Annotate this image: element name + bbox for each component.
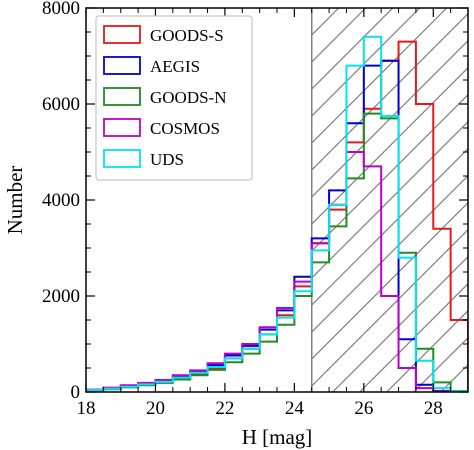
x-axis-label: H [mag] bbox=[242, 425, 313, 449]
legend-swatch-cosmos bbox=[103, 118, 141, 137]
y-tick-label: 4000 bbox=[42, 190, 80, 211]
series-uds-histogram bbox=[86, 35, 468, 392]
legend-swatch-goods-s bbox=[103, 25, 141, 44]
legend-label-aegis: AEGIS bbox=[150, 57, 200, 76]
hatch-lines bbox=[311, 8, 468, 392]
y-tick-label: 6000 bbox=[42, 94, 80, 115]
y-axis-label: Number bbox=[3, 166, 27, 235]
legend-swatch-uds bbox=[103, 149, 141, 168]
x-tick-label: 18 bbox=[77, 398, 96, 419]
hatched-region bbox=[310, 8, 468, 392]
x-tick-label: 20 bbox=[146, 398, 165, 419]
x-tick-label: 24 bbox=[285, 398, 305, 419]
x-tick-label: 28 bbox=[424, 398, 443, 419]
y-tick-label: 0 bbox=[71, 382, 81, 403]
legend-label-cosmos: COSMOS bbox=[150, 119, 220, 138]
legend-swatch-goods-n bbox=[103, 87, 141, 106]
legend-label-goods-n: GOODS-N bbox=[150, 88, 227, 107]
y-tick-label: 8000 bbox=[42, 0, 80, 19]
legend: GOODS-S AEGIS GOODS-N COSMOS UDS bbox=[95, 15, 253, 181]
x-tick-label: 22 bbox=[215, 398, 234, 419]
x-tick-label: 26 bbox=[354, 398, 373, 419]
y-tick-label: 2000 bbox=[42, 286, 80, 307]
series-layer bbox=[86, 35, 468, 392]
axis-ticks bbox=[85, 7, 469, 393]
legend-label-goods-s: GOODS-S bbox=[150, 26, 224, 45]
legend-label-uds: UDS bbox=[150, 150, 184, 169]
legend-swatch-aegis bbox=[103, 56, 141, 75]
tick-labels: 18 20 22 24 26 28 0 2000 4000 6000 8000 bbox=[42, 0, 443, 419]
series-cosmos-histogram bbox=[86, 151, 468, 392]
